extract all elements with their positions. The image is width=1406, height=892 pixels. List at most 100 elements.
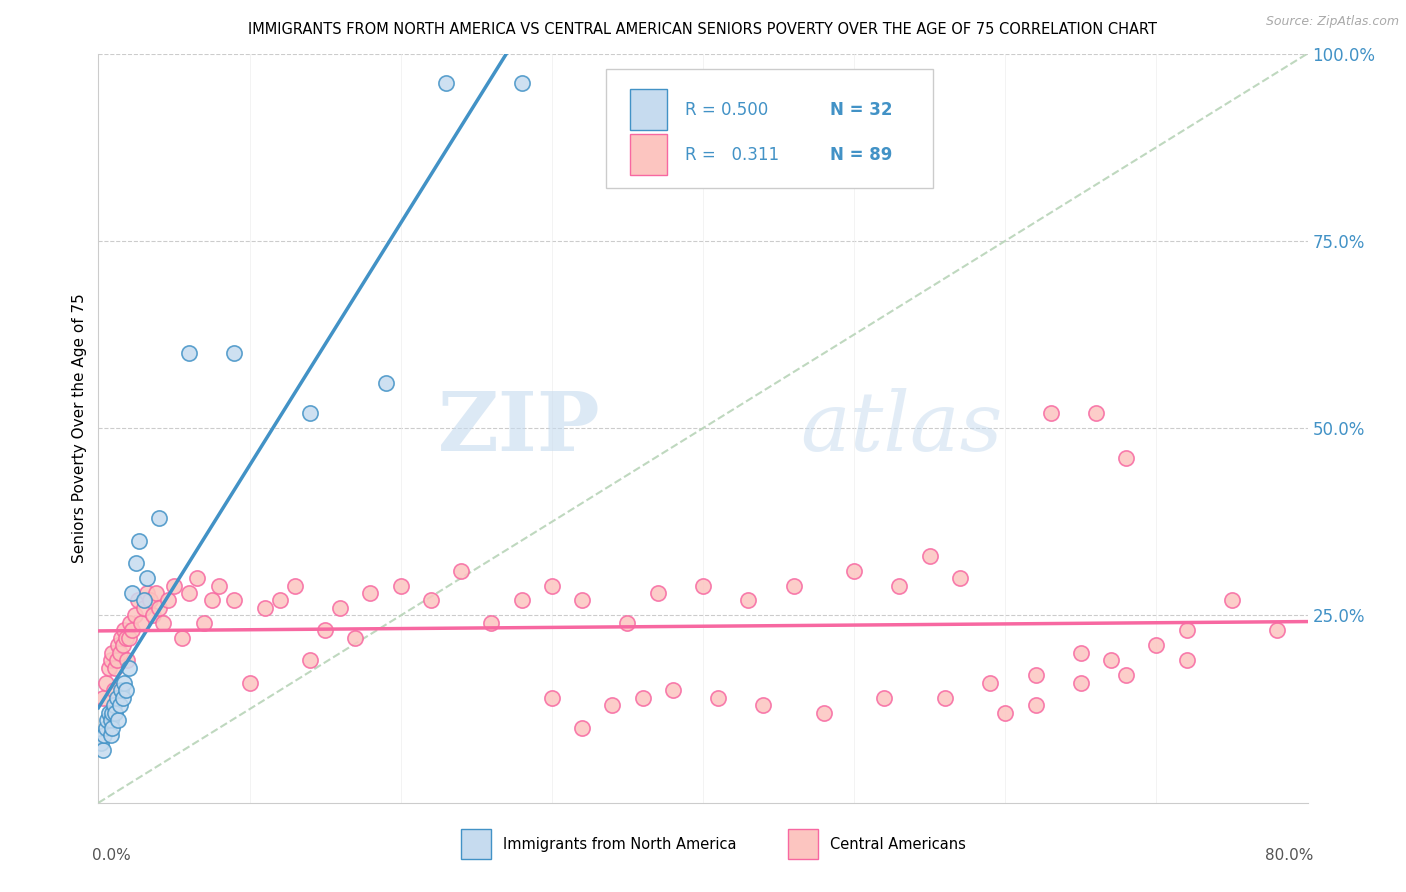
Point (98, 661, 121, 675)
Text: ZIP: ZIP (437, 388, 600, 468)
Point (1085, 406, 1108, 420)
Point (91, 743, 114, 757)
Point (707, 690, 730, 705)
Point (360, 586, 382, 600)
Point (934, 690, 956, 705)
Point (540, 690, 562, 705)
Text: 0.0%: 0.0% (93, 847, 131, 863)
Point (156, 593, 179, 607)
Text: IMMIGRANTS FROM NORTH AMERICA VS CENTRAL AMERICAN SENIORS POVERTY OVER THE AGE O: IMMIGRANTS FROM NORTH AMERICA VS CENTRAL… (249, 22, 1157, 37)
Point (100, 714, 122, 728)
Point (179, 346, 201, 360)
Point (918, 549, 941, 563)
Point (1070, 676, 1092, 690)
Point (571, 721, 593, 735)
Point (98, 706, 121, 720)
Point (873, 690, 896, 705)
Point (389, 578, 412, 592)
Point (239, 676, 262, 690)
Point (104, 706, 127, 720)
Point (1175, 624, 1198, 638)
Point (163, 578, 186, 592)
Point (224, 346, 246, 360)
Point (616, 615, 638, 630)
Bar (630, 89, 666, 130)
Bar (787, 829, 818, 859)
Point (737, 593, 759, 607)
Point (170, 631, 193, 645)
Point (148, 601, 170, 615)
Text: Source: ZipAtlas.com: Source: ZipAtlas.com (1265, 15, 1399, 29)
Point (121, 624, 143, 638)
Bar (461, 829, 492, 859)
FancyBboxPatch shape (606, 69, 932, 188)
Point (813, 706, 835, 720)
Point (111, 639, 134, 653)
Y-axis label: Seniors Poverty Over the Age of 75: Seniors Poverty Over the Age of 75 (72, 293, 87, 563)
Point (752, 698, 775, 713)
Bar (630, 134, 666, 175)
Text: R =   0.311: R = 0.311 (685, 145, 779, 163)
Point (994, 706, 1017, 720)
Point (142, 608, 165, 623)
Point (602, 698, 624, 713)
Point (112, 624, 135, 638)
Point (100, 653, 122, 667)
Point (118, 631, 141, 645)
Point (145, 586, 167, 600)
Point (201, 593, 224, 607)
Point (844, 564, 866, 578)
Text: N = 32: N = 32 (830, 101, 893, 119)
Text: atlas: atlas (800, 388, 1002, 468)
Point (1024, 668, 1046, 682)
Point (783, 578, 806, 592)
Text: Central Americans: Central Americans (830, 837, 966, 852)
Point (1099, 653, 1122, 667)
Point (186, 571, 208, 585)
Point (1220, 593, 1243, 607)
Point (269, 593, 291, 607)
Point (224, 593, 246, 607)
Point (114, 683, 136, 698)
Point (179, 586, 201, 600)
Point (127, 593, 149, 607)
Point (94, 676, 117, 690)
Point (125, 556, 148, 570)
Point (193, 615, 215, 630)
Point (114, 631, 136, 645)
Point (105, 690, 128, 705)
Point (420, 593, 443, 607)
Point (299, 406, 322, 420)
Point (124, 608, 146, 623)
Text: N = 89: N = 89 (830, 145, 893, 163)
Point (101, 706, 124, 720)
Point (100, 728, 122, 742)
Point (128, 533, 150, 548)
Point (692, 578, 714, 592)
Point (139, 593, 162, 607)
Point (1267, 624, 1289, 638)
Point (110, 631, 132, 645)
Point (105, 653, 128, 667)
Point (434, 77, 457, 91)
Point (1175, 653, 1198, 667)
Point (1070, 646, 1092, 660)
Point (540, 578, 562, 592)
Point (208, 578, 231, 592)
Point (118, 661, 141, 675)
Point (299, 653, 322, 667)
Point (949, 571, 972, 585)
Point (344, 631, 367, 645)
Point (135, 586, 157, 600)
Point (107, 714, 129, 728)
Text: Immigrants from North America: Immigrants from North America (503, 837, 737, 852)
Point (108, 698, 131, 713)
Point (120, 615, 142, 630)
Point (101, 721, 124, 735)
Point (103, 698, 125, 713)
Point (571, 593, 593, 607)
Point (1039, 406, 1062, 420)
Point (91, 690, 114, 705)
Point (107, 639, 129, 653)
Point (1115, 668, 1137, 682)
